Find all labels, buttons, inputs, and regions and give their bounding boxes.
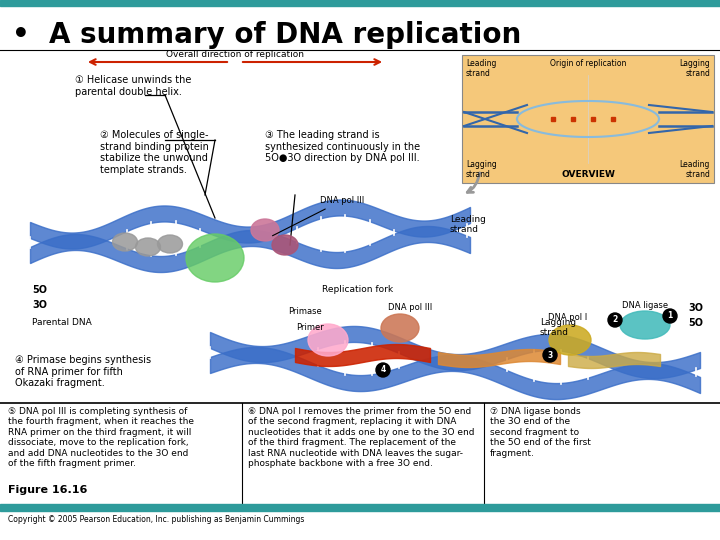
Text: ③ The leading strand is
synthesized continuously in the
5O●3O direction by DNA p: ③ The leading strand is synthesized cont… bbox=[265, 130, 420, 163]
Ellipse shape bbox=[251, 219, 279, 241]
Text: ① Helicase unwinds the
parental double helix.: ① Helicase unwinds the parental double h… bbox=[75, 75, 192, 97]
Text: ④ Primase begins synthesis
of RNA primer for fifth
Okazaki fragment.: ④ Primase begins synthesis of RNA primer… bbox=[15, 355, 151, 388]
Text: Leading
strand: Leading strand bbox=[680, 160, 710, 179]
Text: DNA pol III: DNA pol III bbox=[388, 303, 432, 312]
Text: 3O: 3O bbox=[688, 303, 703, 313]
Text: 5O: 5O bbox=[32, 285, 47, 295]
Text: Copyright © 2005 Pearson Education, Inc. publishing as Benjamin Cummings: Copyright © 2005 Pearson Education, Inc.… bbox=[8, 515, 305, 524]
Text: DNA pol III: DNA pol III bbox=[272, 196, 364, 236]
Text: Figure 16.16: Figure 16.16 bbox=[8, 485, 87, 495]
Text: 5O: 5O bbox=[688, 318, 703, 328]
Text: Primer: Primer bbox=[296, 323, 324, 332]
Ellipse shape bbox=[549, 325, 591, 355]
Text: Lagging
strand: Lagging strand bbox=[540, 318, 576, 338]
Text: Replication fork: Replication fork bbox=[323, 285, 394, 294]
Text: •  A summary of DNA replication: • A summary of DNA replication bbox=[12, 21, 521, 49]
Text: Overall direction of replication: Overall direction of replication bbox=[166, 50, 304, 59]
Text: 2: 2 bbox=[613, 315, 618, 325]
Text: ② Molecules of single-
strand binding protein
stabilize the unwound
template str: ② Molecules of single- strand binding pr… bbox=[100, 130, 209, 175]
Ellipse shape bbox=[112, 233, 138, 251]
Circle shape bbox=[663, 309, 677, 323]
Text: 1: 1 bbox=[667, 312, 672, 321]
Ellipse shape bbox=[308, 324, 348, 356]
Text: Leading
strand: Leading strand bbox=[450, 215, 486, 234]
Text: DNA pol I: DNA pol I bbox=[549, 313, 588, 322]
Bar bbox=[0, 0, 720, 6]
Text: ⑥ DNA pol I removes the primer from the 5O end
of the second fragment, replacing: ⑥ DNA pol I removes the primer from the … bbox=[248, 407, 474, 468]
Text: Lagging
strand: Lagging strand bbox=[466, 160, 497, 179]
Text: OVERVIEW: OVERVIEW bbox=[561, 170, 615, 179]
Circle shape bbox=[608, 313, 622, 327]
Text: 3O: 3O bbox=[32, 300, 47, 310]
Circle shape bbox=[543, 348, 557, 362]
Ellipse shape bbox=[620, 311, 670, 339]
Circle shape bbox=[376, 363, 390, 377]
Text: ⑦ DNA ligase bonds
the 3O end of the
second fragment to
the 5O end of the first
: ⑦ DNA ligase bonds the 3O end of the sec… bbox=[490, 407, 591, 457]
Ellipse shape bbox=[135, 238, 161, 256]
Text: Parental DNA: Parental DNA bbox=[32, 318, 91, 327]
Text: 4: 4 bbox=[380, 366, 386, 375]
Ellipse shape bbox=[381, 314, 419, 342]
Text: 3: 3 bbox=[547, 350, 553, 360]
Ellipse shape bbox=[186, 234, 244, 282]
Ellipse shape bbox=[158, 235, 182, 253]
Text: ⑤ DNA pol III is completing synthesis of
the fourth fragment, when it reaches th: ⑤ DNA pol III is completing synthesis of… bbox=[8, 407, 194, 468]
Bar bbox=[462, 55, 714, 183]
Text: Lagging
strand: Lagging strand bbox=[679, 59, 710, 78]
Text: Leading
strand: Leading strand bbox=[466, 59, 496, 78]
Ellipse shape bbox=[272, 235, 298, 255]
Text: DNA ligase: DNA ligase bbox=[622, 301, 668, 310]
Bar bbox=[0, 504, 720, 511]
Text: Origin of replication: Origin of replication bbox=[550, 59, 626, 68]
Text: Primase: Primase bbox=[288, 307, 322, 316]
